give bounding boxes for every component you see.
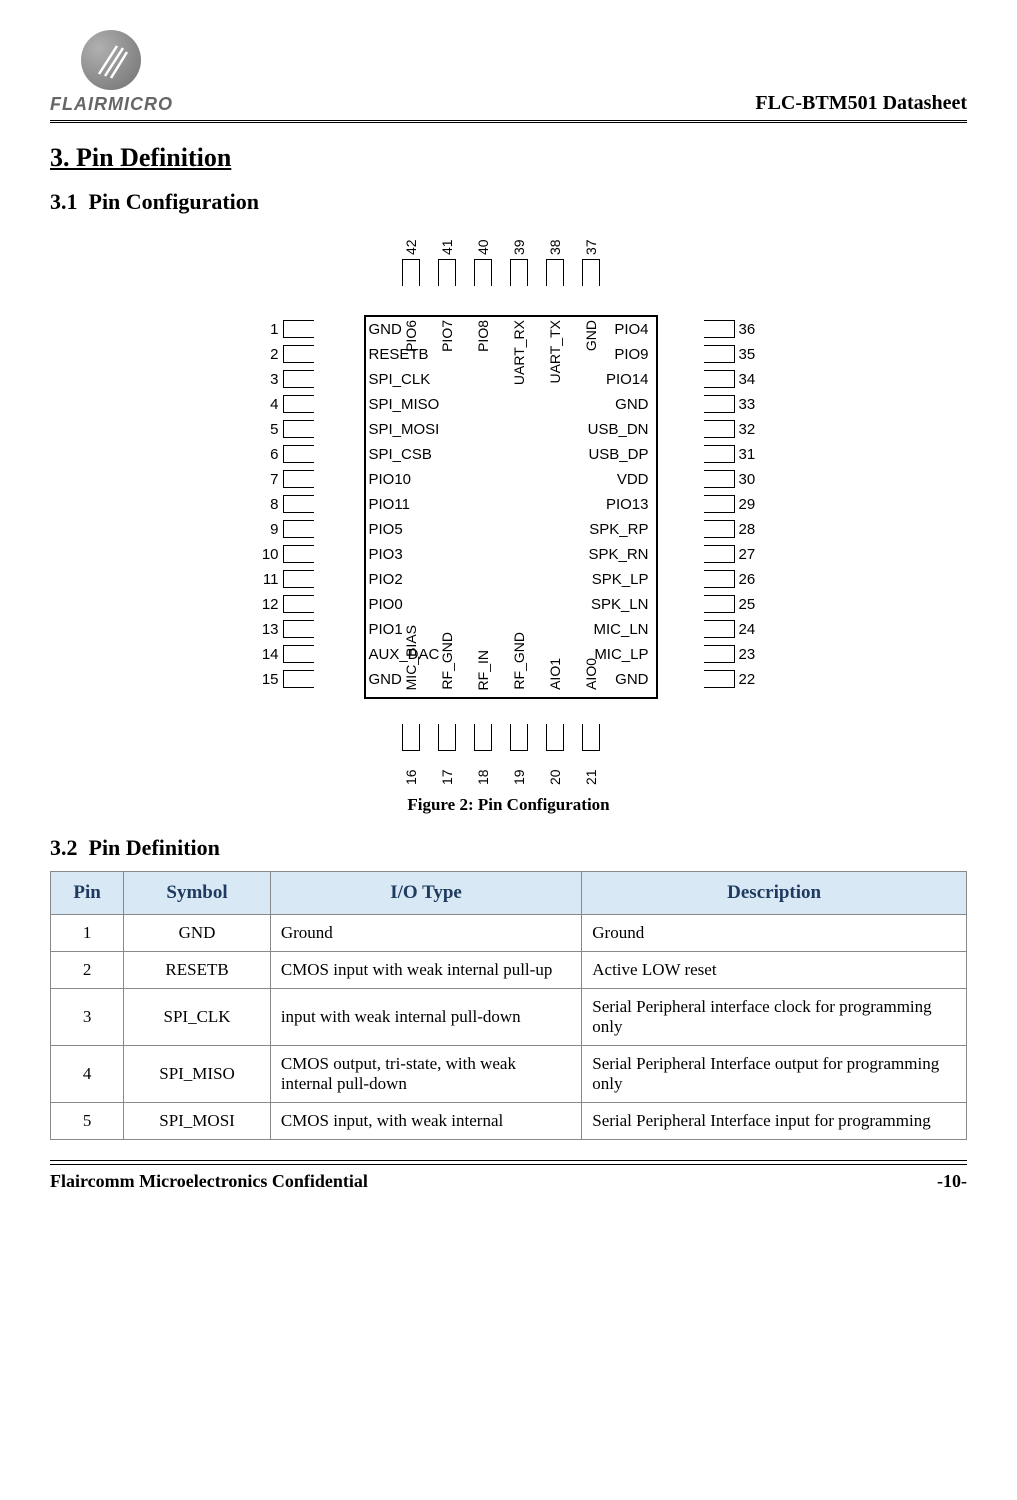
pin-16: 16MIC_BIAS bbox=[399, 695, 423, 785]
pin-35: 35PIO9 bbox=[654, 345, 769, 363]
pin-41: 41PIO7 bbox=[435, 225, 459, 315]
pin-24: 24MIC_LN bbox=[654, 620, 769, 638]
pin-1: 1GND bbox=[249, 320, 364, 338]
pin-27: 27SPK_RN bbox=[654, 545, 769, 563]
table-header: I/O Type bbox=[270, 872, 581, 915]
pin-7: 7PIO10 bbox=[249, 470, 364, 488]
pin-definition-table: PinSymbolI/O TypeDescription 1GNDGroundG… bbox=[50, 871, 967, 1140]
pin-23: 23MIC_LP bbox=[654, 645, 769, 663]
pin-29: 29PIO13 bbox=[654, 495, 769, 513]
table-row: 3SPI_CLKinput with weak internal pull-do… bbox=[51, 989, 967, 1046]
subsection-3-2: 3.2 Pin Definition bbox=[50, 835, 967, 861]
pin-42: 42PIO6 bbox=[399, 225, 423, 315]
pin-5: 5SPI_MOSI bbox=[249, 420, 364, 438]
pin-26: 26SPK_LP bbox=[654, 570, 769, 588]
header-rule bbox=[50, 120, 967, 123]
table-header: Symbol bbox=[124, 872, 271, 915]
pin-37: 37GND bbox=[579, 225, 603, 315]
document-title: FLC-BTM501 Datasheet bbox=[755, 92, 967, 115]
subsection-3-1: 3.1 Pin Configuration bbox=[50, 189, 967, 215]
pin-15: 15GND bbox=[249, 670, 364, 688]
company-logo: FLAIRMICRO bbox=[50, 30, 173, 115]
pin-14: 14AUX_DAC bbox=[249, 645, 364, 663]
pin-32: 32USB_DN bbox=[654, 420, 769, 438]
pin-36: 36PIO4 bbox=[654, 320, 769, 338]
pin-31: 31USB_DP bbox=[654, 445, 769, 463]
pin-28: 28SPK_RP bbox=[654, 520, 769, 538]
pin-20: 20AIO1 bbox=[543, 695, 567, 785]
pin-6: 6SPI_CSB bbox=[249, 445, 364, 463]
pin-12: 12PIO0 bbox=[249, 595, 364, 613]
page-footer: Flaircomm Microelectronics Confidential … bbox=[50, 1171, 967, 1192]
footer-right: -10- bbox=[937, 1171, 967, 1192]
pin-18: 18RF_IN bbox=[471, 695, 495, 785]
figure-caption: Figure 2: Pin Configuration bbox=[50, 795, 967, 815]
section-heading: 3. Pin Definition bbox=[50, 143, 967, 173]
table-header: Pin bbox=[51, 872, 124, 915]
pin-9: 9PIO5 bbox=[249, 520, 364, 538]
pin-33: 33GND bbox=[654, 395, 769, 413]
pin-11: 11PIO2 bbox=[249, 570, 364, 588]
footer-left: Flaircomm Microelectronics Confidential bbox=[50, 1171, 368, 1192]
pin-3: 3SPI_CLK bbox=[249, 370, 364, 388]
pin-4: 4SPI_MISO bbox=[249, 395, 364, 413]
pin-17: 17RF_GND bbox=[435, 695, 459, 785]
pin-34: 34PIO14 bbox=[654, 370, 769, 388]
pin-10: 10PIO3 bbox=[249, 545, 364, 563]
pin-38: 38UART_TX bbox=[543, 225, 567, 315]
pin-21: 21AIO0 bbox=[579, 695, 603, 785]
pin-19: 19RF_GND bbox=[507, 695, 531, 785]
pin-configuration-diagram: 1GND 2RESETB 3SPI_CLK 4SPI_MISO 5SPI_MOSI 6SP… bbox=[50, 225, 967, 785]
logo-text: FLAIRMICRO bbox=[50, 94, 173, 115]
table-header: Description bbox=[582, 872, 967, 915]
table-row: 4SPI_MISOCMOS output, tri-state, with we… bbox=[51, 1046, 967, 1103]
pin-8: 8PIO11 bbox=[249, 495, 364, 513]
pin-40: 40PIO8 bbox=[471, 225, 495, 315]
footer-rule bbox=[50, 1160, 967, 1165]
page-header: FLAIRMICRO FLC-BTM501 Datasheet bbox=[50, 30, 967, 115]
pin-22: 22GND bbox=[654, 670, 769, 688]
pin-2: 2RESETB bbox=[249, 345, 364, 363]
table-row: 5SPI_MOSICMOS input, with weak internalS… bbox=[51, 1103, 967, 1140]
logo-icon bbox=[81, 30, 141, 90]
table-row: 1GNDGroundGround bbox=[51, 915, 967, 952]
pin-39: 39UART_RX bbox=[507, 225, 531, 315]
pin-30: 30VDD bbox=[654, 470, 769, 488]
pin-13: 13PIO1 bbox=[249, 620, 364, 638]
table-row: 2RESETBCMOS input with weak internal pul… bbox=[51, 952, 967, 989]
pin-25: 25SPK_LN bbox=[654, 595, 769, 613]
